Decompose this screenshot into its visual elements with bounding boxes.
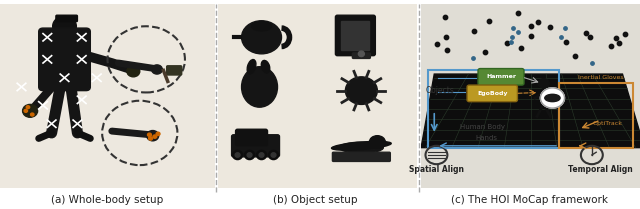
Text: Inertial Gloves: Inertial Gloves [578, 75, 623, 80]
Ellipse shape [346, 77, 378, 104]
Circle shape [127, 66, 140, 77]
Point [508, 35, 518, 39]
Point [545, 25, 556, 28]
Circle shape [31, 113, 34, 116]
Point [516, 46, 526, 50]
Circle shape [232, 150, 243, 160]
Circle shape [24, 109, 28, 112]
FancyBboxPatch shape [478, 69, 524, 85]
Point [469, 30, 479, 33]
Point [525, 24, 536, 28]
Circle shape [247, 153, 252, 157]
Point [432, 42, 442, 45]
FancyBboxPatch shape [56, 15, 77, 22]
FancyBboxPatch shape [38, 28, 90, 91]
Circle shape [257, 150, 266, 160]
Point [533, 20, 543, 23]
Circle shape [152, 65, 163, 74]
Point [580, 31, 591, 34]
Text: Human Body: Human Body [460, 124, 505, 130]
Ellipse shape [369, 136, 385, 149]
Polygon shape [421, 74, 640, 148]
FancyBboxPatch shape [236, 129, 268, 146]
Point [467, 57, 477, 60]
Text: Hands: Hands [476, 135, 498, 141]
Point [606, 44, 616, 47]
Circle shape [153, 135, 157, 138]
Ellipse shape [339, 142, 383, 153]
Point [620, 32, 630, 36]
Circle shape [22, 104, 38, 117]
Ellipse shape [545, 94, 560, 102]
Circle shape [147, 133, 152, 136]
FancyBboxPatch shape [166, 66, 182, 75]
Point [502, 41, 512, 45]
Ellipse shape [241, 67, 278, 107]
Point [587, 61, 597, 65]
Circle shape [538, 79, 549, 88]
Point [441, 36, 451, 39]
Text: (a) Whole-body setup: (a) Whole-body setup [51, 195, 164, 205]
Circle shape [52, 16, 76, 36]
Point [561, 41, 571, 44]
Ellipse shape [247, 60, 256, 74]
Circle shape [147, 131, 159, 141]
Text: (c) The HOI MoCap framework: (c) The HOI MoCap framework [451, 195, 609, 205]
FancyBboxPatch shape [353, 53, 371, 59]
Text: Hammer: Hammer [486, 74, 516, 79]
Point [525, 34, 536, 38]
Circle shape [244, 150, 255, 160]
Circle shape [269, 150, 278, 160]
Text: Spatial Align: Spatial Align [409, 165, 464, 174]
Text: Objects: Objects [426, 86, 454, 95]
Point [614, 41, 625, 44]
Ellipse shape [252, 22, 271, 31]
Circle shape [156, 132, 160, 135]
Point [484, 19, 494, 22]
Point [442, 49, 452, 52]
Text: OptiTrack: OptiTrack [592, 121, 622, 126]
FancyBboxPatch shape [341, 21, 369, 50]
FancyBboxPatch shape [232, 135, 280, 157]
Circle shape [358, 51, 364, 57]
Point [513, 30, 524, 33]
Circle shape [259, 153, 264, 157]
Text: (b) Object setup: (b) Object setup [273, 195, 357, 205]
Point [585, 35, 595, 38]
Circle shape [235, 153, 240, 157]
Point [513, 11, 524, 15]
Circle shape [540, 88, 564, 108]
FancyBboxPatch shape [467, 85, 517, 102]
Ellipse shape [332, 141, 391, 150]
Circle shape [271, 153, 276, 157]
FancyBboxPatch shape [332, 152, 390, 161]
Point [559, 26, 570, 29]
FancyBboxPatch shape [335, 15, 375, 56]
Point [556, 35, 566, 39]
Point [440, 15, 450, 18]
Circle shape [26, 106, 29, 109]
Text: EgoBody: EgoBody [477, 91, 508, 96]
Point [506, 41, 516, 44]
Circle shape [148, 137, 152, 140]
Point [480, 50, 490, 54]
Point [570, 54, 580, 57]
Point [508, 27, 518, 30]
Ellipse shape [241, 21, 282, 54]
Text: Temporal Align: Temporal Align [568, 165, 633, 174]
Point [611, 36, 621, 40]
Ellipse shape [261, 60, 270, 73]
